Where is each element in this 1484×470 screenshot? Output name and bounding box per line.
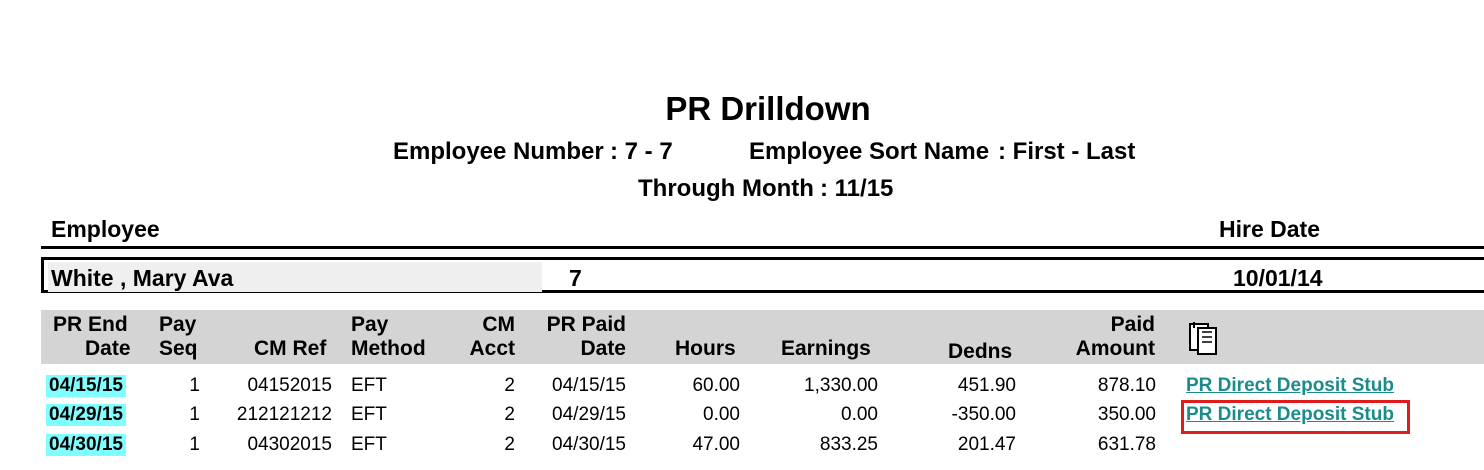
employee-sort-value: : First - Last <box>998 138 1136 165</box>
col-paid-amount-line1: Paid <box>1110 313 1155 336</box>
row3-cm-acct: 2 <box>504 434 515 455</box>
row1-earnings: 1,330.00 <box>804 375 878 396</box>
column-header-band <box>41 310 1484 364</box>
row1-dedns: 451.90 <box>957 375 1016 396</box>
row2-pay-method: EFT <box>351 404 387 425</box>
row1-pay-method: EFT <box>351 375 387 396</box>
row2-cm-ref: 212121212 <box>236 404 332 425</box>
col-pay-seq-line1: Pay <box>159 313 197 336</box>
row1-pay-seq: 1 <box>189 375 200 396</box>
employee-hire-date: 10/01/14 <box>1233 265 1323 291</box>
col-pay-seq: Pay Seq <box>159 313 198 361</box>
through-month-value: : 11/15 <box>820 175 894 202</box>
hire-date-label: Hire Date <box>1219 216 1320 242</box>
col-pay-seq-line2: Seq <box>159 337 198 360</box>
col-pr-end-date-line1: PR End <box>53 313 128 336</box>
row3-paid-amount: 631.78 <box>1097 434 1156 455</box>
row1-pr-end-date: 04/15/15 <box>46 375 126 397</box>
col-dedns: Dedns <box>948 340 1013 363</box>
col-pr-paid-date-line2: Date <box>580 337 626 360</box>
employee-name-field <box>48 262 542 292</box>
row3-pr-end-date: 04/30/15 <box>46 434 126 456</box>
row2-pr-paid-date: 04/29/15 <box>552 404 626 425</box>
row2-cm-acct: 2 <box>504 404 515 425</box>
row3-pr-paid-date: 04/30/15 <box>552 434 626 455</box>
col-cm-acct: CM Acct <box>455 313 515 361</box>
col-pay-method-line2: Method <box>351 337 426 360</box>
col-pay-method-line1: Pay <box>351 313 389 336</box>
col-pr-end-date: PR End Date <box>53 313 137 361</box>
employee-number-label: Employee Number <box>393 138 604 165</box>
row2-earnings: 0.00 <box>841 404 878 425</box>
row1-direct-deposit-stub-link[interactable]: PR Direct Deposit Stub <box>1186 375 1394 396</box>
row3-cm-ref: 04302015 <box>247 434 332 455</box>
col-pr-end-date-line2: Date <box>85 337 131 360</box>
row2-paid-amount: 350.00 <box>1097 404 1156 425</box>
col-paid-amount: Paid Amount <box>1055 313 1155 361</box>
selection-highlight-box <box>1181 400 1410 434</box>
col-pr-paid-date-line1: PR Paid <box>546 313 626 336</box>
row2-dedns: -350.00 <box>951 404 1016 425</box>
employee-number-value: : 7 - 7 <box>610 138 673 165</box>
row2-pr-end-date: 04/29/15 <box>46 404 126 426</box>
report-title: PR Drilldown <box>665 90 871 127</box>
row3-dedns: 201.47 <box>957 434 1016 455</box>
row1-paid-amount: 878.10 <box>1097 375 1156 396</box>
row1-cm-ref: 04152015 <box>247 375 332 396</box>
section-divider <box>41 246 1484 249</box>
row3-earnings: 833.25 <box>819 434 878 455</box>
employee-name: White , Mary Ava <box>51 265 234 291</box>
row3-hours: 47.00 <box>692 434 740 455</box>
row1-pr-paid-date: 04/15/15 <box>552 375 626 396</box>
employee-section-label: Employee <box>51 216 160 242</box>
row2-pay-seq: 1 <box>189 404 200 425</box>
row3-pay-seq: 1 <box>189 434 200 455</box>
employee-box <box>41 257 1484 293</box>
employee-sort-label: Employee Sort Name <box>749 138 990 165</box>
row2-hours: 0.00 <box>703 404 740 425</box>
col-earnings: Earnings <box>781 337 871 360</box>
row2-direct-deposit-stub-link[interactable]: PR Direct Deposit Stub <box>1186 404 1394 425</box>
col-pay-method: Pay Method <box>351 313 426 361</box>
row1-hours: 60.00 <box>692 375 740 396</box>
through-month-label: Through Month <box>638 175 814 202</box>
col-paid-amount-line2: Amount <box>1075 337 1155 360</box>
col-pr-paid-date: PR Paid Date <box>526 313 626 361</box>
col-cm-acct-line2: Acct <box>469 337 515 360</box>
clipboard-icon[interactable] <box>1188 320 1226 356</box>
col-cm-ref: CM Ref <box>254 337 327 360</box>
row1-cm-acct: 2 <box>504 375 515 396</box>
employee-number: 7 <box>569 265 582 291</box>
col-hours: Hours <box>675 337 736 360</box>
row3-pay-method: EFT <box>351 434 387 455</box>
col-cm-acct-line1: CM <box>482 313 515 336</box>
